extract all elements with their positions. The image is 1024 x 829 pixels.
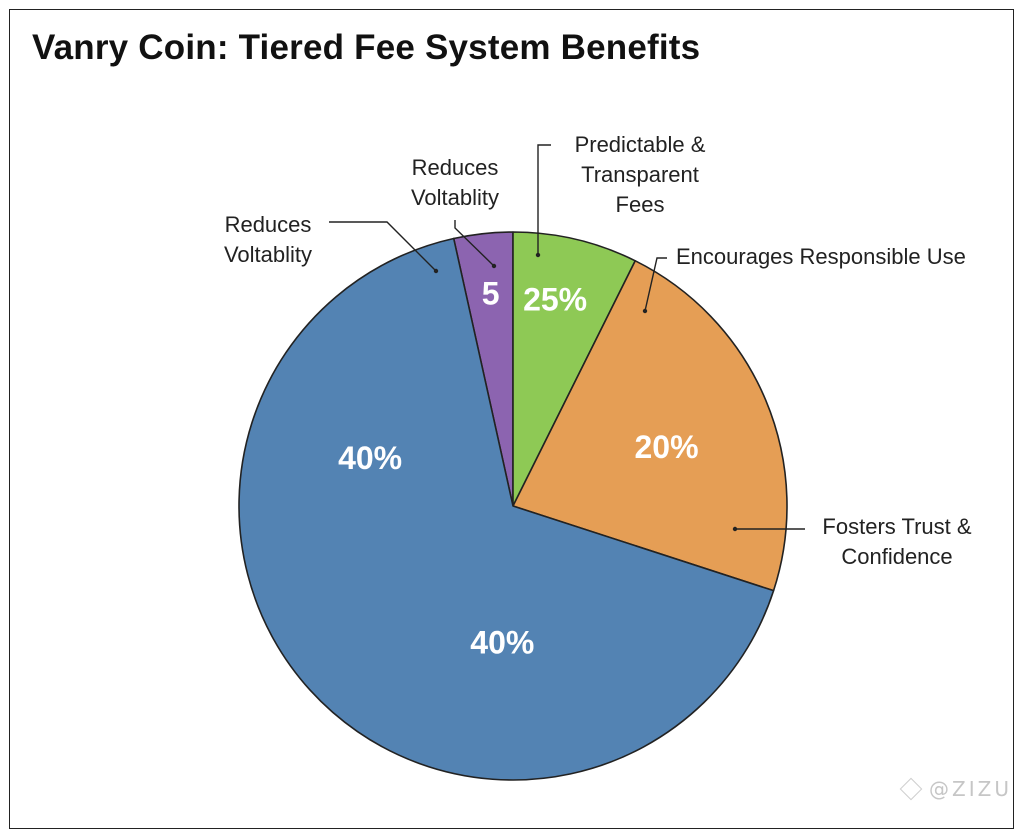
callout-label: Reduces Voltablity bbox=[411, 155, 499, 210]
slice-value-label: 40% bbox=[470, 625, 534, 661]
callout-label-line: Reduces bbox=[225, 212, 312, 237]
slice-value-label: 20% bbox=[634, 429, 698, 465]
callout-leader-line bbox=[329, 221, 437, 272]
pie-chart: 5 25% 20% 40% 40% Reduces Voltablity Predictab… bbox=[224, 132, 972, 781]
chart-title: Vanry Coin: Tiered Fee System Benefits bbox=[32, 28, 701, 67]
callout-label-line: Voltablity bbox=[411, 185, 499, 210]
slice-value-label: 40% bbox=[338, 440, 402, 476]
watermark-logo-icon bbox=[899, 777, 923, 801]
callout-label: Fosters Trust & Confidence bbox=[822, 514, 971, 569]
pie-slice bbox=[512, 259, 788, 592]
callout-anchor-dot bbox=[433, 268, 439, 274]
callout-label-line: Confidence bbox=[841, 544, 952, 569]
callout-anchor-dot bbox=[642, 308, 648, 314]
callout-label: Predictable & Transparent Fees bbox=[575, 132, 706, 217]
callout-labels: Reduces Voltablity Predictable & Transparen… bbox=[224, 132, 972, 569]
watermark-text: @ZIZU bbox=[929, 777, 1012, 801]
callout-label: Encourages Responsible Use bbox=[676, 244, 966, 269]
pie-slices bbox=[238, 231, 788, 781]
callout-anchor-dot bbox=[732, 526, 738, 532]
pie-slice bbox=[238, 237, 775, 781]
callout-leader-line bbox=[454, 220, 495, 267]
callout-anchor-dot bbox=[535, 252, 541, 258]
callout-label-line: Encourages Responsible Use bbox=[676, 244, 966, 269]
slice-value-label: 25% bbox=[523, 281, 587, 317]
watermark: @ZIZU bbox=[899, 777, 1012, 801]
callout-anchor-dot bbox=[491, 263, 497, 269]
callout-label-line: Predictable & bbox=[575, 132, 706, 157]
callout-leaders bbox=[329, 144, 805, 532]
pie-slice bbox=[512, 231, 637, 507]
callout-leader-line bbox=[644, 257, 667, 312]
callout-label-line: Voltablity bbox=[224, 242, 312, 267]
callout-label-line: Transparent bbox=[581, 162, 699, 187]
callout-leader-line bbox=[537, 144, 551, 255]
callout-label: Reduces Voltablity bbox=[224, 212, 312, 267]
slice-value-label: 5 bbox=[482, 276, 500, 312]
value-labels: 5 25% 20% 40% 40% bbox=[338, 276, 698, 661]
callout-label-line: Reduces bbox=[412, 155, 499, 180]
callout-label-line: Fosters Trust & bbox=[822, 514, 971, 539]
callout-label-line: Fees bbox=[616, 192, 665, 217]
